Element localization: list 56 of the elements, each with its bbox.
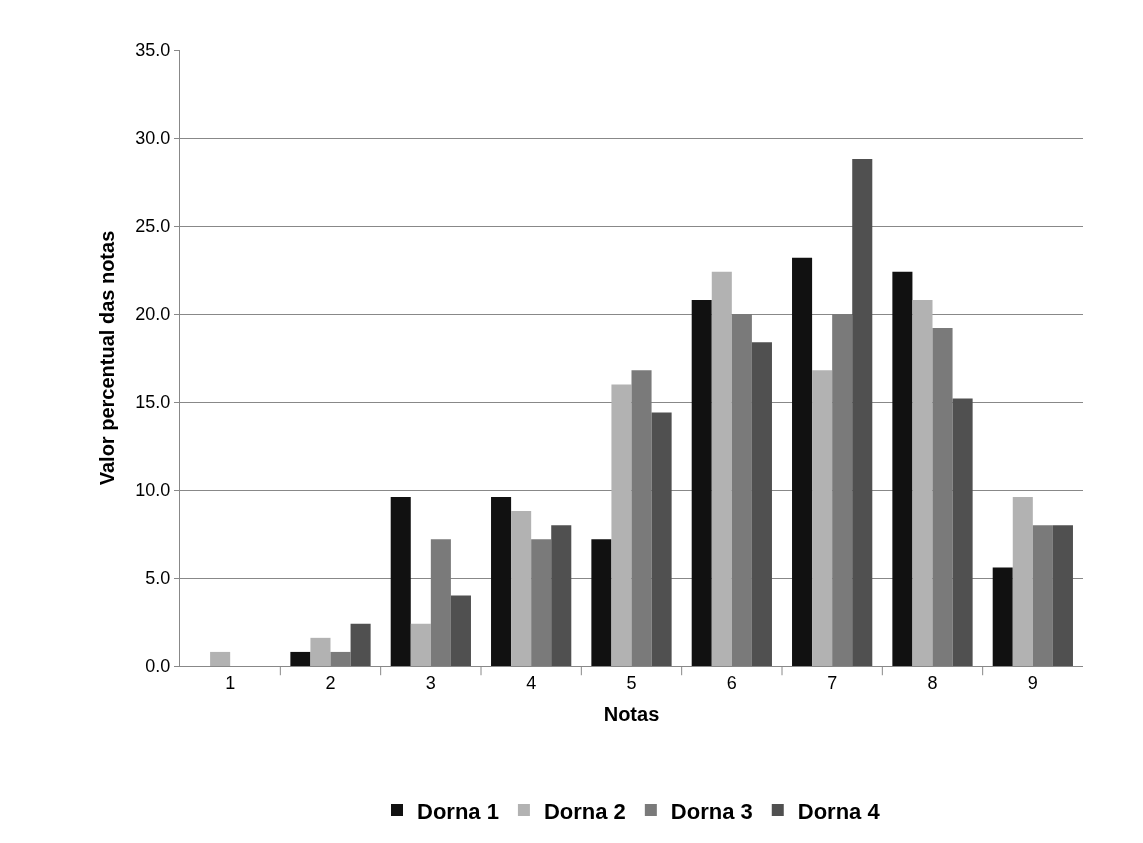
bar (210, 651, 231, 666)
bar (591, 539, 612, 666)
bar (1032, 525, 1053, 666)
x-tick-label: 9 (1027, 672, 1038, 693)
bar (1012, 497, 1033, 666)
bar (651, 412, 672, 666)
bar (812, 370, 833, 666)
legend-label: Dorna 3 (670, 798, 753, 824)
y-axis-title: Valor percentual das notas (95, 230, 118, 486)
bar (511, 511, 532, 666)
x-tick-label: 6 (726, 672, 737, 693)
y-tick-label: 35.0 (135, 40, 171, 61)
y-tick-label: 20.0 (135, 304, 171, 325)
bar (932, 328, 953, 666)
bar (952, 398, 973, 666)
bar (751, 342, 772, 666)
bar (491, 497, 512, 666)
bar (852, 159, 873, 666)
y-tick-label: 15.0 (135, 392, 171, 413)
bar (390, 497, 411, 666)
x-tick-label: 2 (325, 672, 336, 693)
y-tick-label: 30.0 (135, 128, 171, 149)
bar (892, 271, 913, 666)
bar (290, 651, 311, 666)
bar (531, 539, 552, 666)
bar (792, 257, 813, 666)
y-tick-label: 10.0 (135, 480, 171, 501)
x-axis-title: Notas (603, 703, 660, 726)
bar (711, 271, 732, 666)
bar (691, 299, 712, 666)
bar (410, 623, 431, 666)
bar (731, 314, 752, 666)
legend-label: Dorna 4 (797, 798, 881, 824)
bar (611, 384, 632, 666)
bar (310, 637, 331, 666)
bar (330, 651, 351, 666)
bar (430, 539, 451, 666)
y-tick-label: 0.0 (145, 656, 171, 677)
x-tick-label: 4 (526, 672, 537, 693)
y-tick-label: 5.0 (145, 568, 171, 589)
x-tick-label: 8 (927, 672, 938, 693)
bar (631, 370, 652, 666)
bar (350, 623, 371, 666)
legend-label: Dorna 1 (417, 798, 499, 824)
bar (832, 314, 853, 666)
x-tick-label: 1 (225, 672, 236, 693)
y-tick-label: 25.0 (135, 216, 171, 237)
legend-label: Dorna 2 (543, 798, 626, 824)
bar (1052, 525, 1073, 666)
x-tick-label: 7 (827, 672, 838, 693)
bar (992, 567, 1013, 666)
bar (551, 525, 572, 666)
x-tick-label: 3 (425, 672, 436, 693)
bar (450, 595, 471, 666)
x-tick-label: 5 (626, 672, 637, 693)
bar (912, 299, 933, 666)
